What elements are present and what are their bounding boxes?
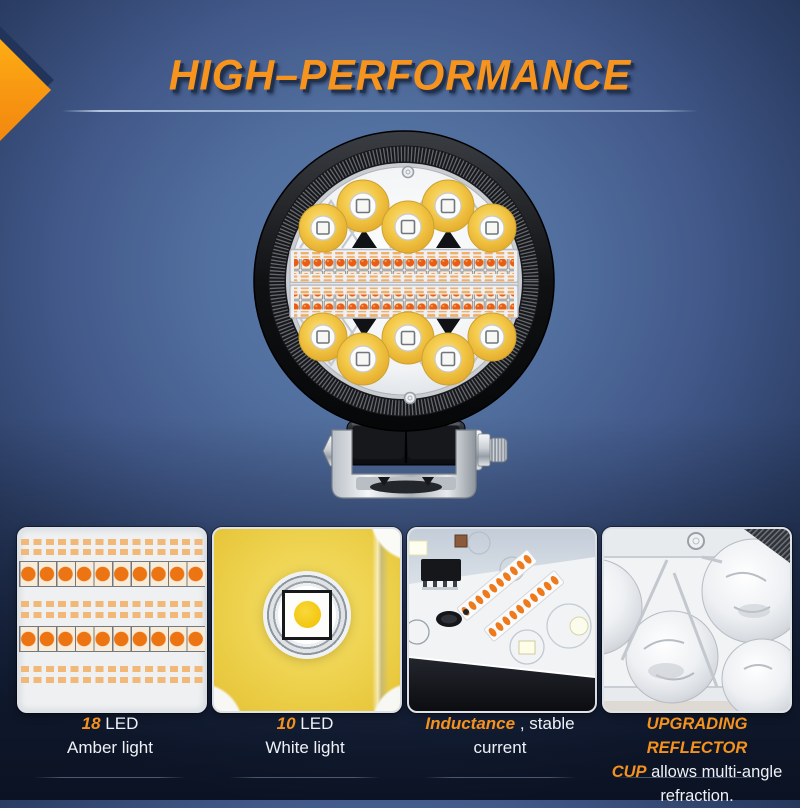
feature-panel-circuit-board bbox=[407, 527, 597, 713]
feature-panel-amber-leds bbox=[17, 527, 207, 713]
feature-panel-reflector-cup bbox=[602, 527, 792, 713]
caption-accent: Inductance bbox=[425, 714, 516, 733]
caption-amber-led: 18 LED Amber light bbox=[15, 712, 205, 760]
caption-accent: 18 bbox=[81, 714, 101, 733]
amber-dot-row bbox=[19, 561, 205, 587]
caption-divider bbox=[613, 777, 765, 778]
caption-accent: UPGRADING REFLECTOR CUP bbox=[611, 715, 748, 781]
facet-lines bbox=[620, 555, 723, 688]
reflector-cup-graphic bbox=[604, 529, 790, 711]
inductance-chip bbox=[421, 559, 461, 590]
circuit-board-graphic bbox=[409, 529, 595, 711]
amber-strip-row bbox=[19, 601, 205, 607]
caption-divider bbox=[34, 777, 186, 778]
amber-strip-1 bbox=[456, 549, 538, 621]
led-die bbox=[282, 589, 332, 640]
feature-panel-white-led bbox=[212, 527, 402, 713]
board-edge-shadow bbox=[409, 657, 595, 711]
caption-text: , stable current bbox=[473, 714, 575, 757]
amber-strip-row bbox=[19, 666, 205, 672]
amber-strip-2 bbox=[483, 570, 565, 642]
caption-inductance: Inductance , stable current bbox=[405, 712, 595, 760]
page-title: HIGH–PERFORMANCE bbox=[168, 51, 632, 99]
caption-accent: 10 bbox=[276, 714, 296, 733]
product-image-led-work-light bbox=[253, 130, 555, 499]
mounting-bracket bbox=[322, 420, 508, 499]
amber-strip-row bbox=[19, 549, 205, 555]
panel1-blur-decor bbox=[19, 529, 205, 711]
amber-strip-row bbox=[19, 539, 205, 545]
caption-text: allows multi-angle refraction. bbox=[651, 763, 783, 805]
caption-text: LED White light bbox=[265, 714, 345, 757]
face-screws bbox=[401, 165, 417, 405]
caption-text: LED Amber light bbox=[67, 714, 153, 757]
white-leds bbox=[298, 179, 517, 386]
caption-divider bbox=[229, 777, 381, 778]
caption-divider bbox=[424, 777, 576, 778]
amber-strip-row bbox=[19, 612, 205, 618]
amber-dot-row bbox=[19, 626, 205, 652]
caption-reflector-cup: UPGRADING REFLECTOR CUP allows multi-ang… bbox=[595, 712, 799, 808]
title-underline bbox=[62, 110, 698, 112]
caption-white-led: 10 LED White light bbox=[210, 712, 400, 760]
amber-strip-row bbox=[19, 677, 205, 683]
led-chip-dot bbox=[293, 601, 321, 629]
knurled-ring bbox=[269, 146, 539, 416]
